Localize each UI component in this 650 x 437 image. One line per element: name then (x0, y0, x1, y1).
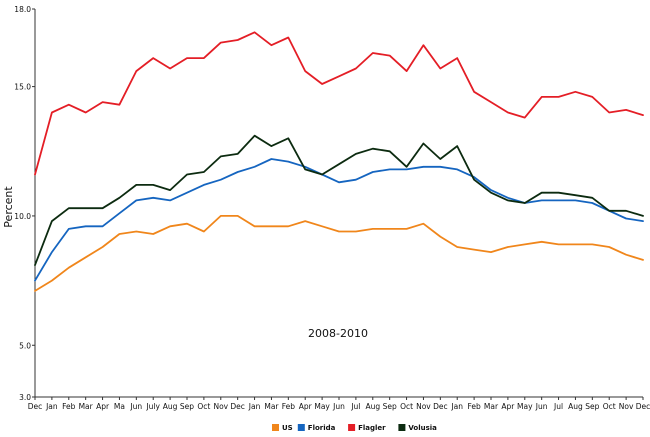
series-line-flagler (34, 31, 644, 176)
x-tick-label: Ma (114, 402, 125, 411)
x-tick-label: Apr (299, 402, 313, 411)
x-tick-label: Nov (619, 402, 634, 411)
legend-swatch-florida (297, 424, 305, 431)
x-tick-label: May (517, 402, 533, 411)
legend-label-florida: Florida (308, 424, 336, 432)
x-tick-label: Jan (450, 402, 463, 411)
x-tick-label: Jan (45, 402, 58, 411)
series-line-us (34, 214, 644, 292)
x-tick-label: Nov (213, 402, 228, 411)
series-lines (34, 31, 644, 292)
x-tick-label: Mar (264, 402, 279, 411)
x-tick-label: Feb (467, 402, 481, 411)
x-tick-label: Dec (230, 402, 245, 411)
x-tick-label: Jul (553, 402, 563, 411)
x-tick-label: Apr (96, 402, 110, 411)
series-line-florida (34, 158, 644, 282)
x-tick-label: May (314, 402, 330, 411)
legend: US Florida Flagler Volusia (272, 424, 437, 432)
x-tick-label: Feb (282, 402, 296, 411)
x-tick-label: Sep (585, 402, 599, 411)
y-axis-title: Percent (2, 186, 15, 228)
x-tick-label: Apr (501, 402, 515, 411)
x-tick-label: Oct (603, 402, 616, 411)
legend-label-volusia: Volusia (408, 424, 437, 432)
y-tick-label: 5.0 (19, 341, 31, 350)
x-tick-label: Jul (350, 402, 360, 411)
x-tick-label: Jun (535, 402, 548, 411)
x-tick-label: Oct (197, 402, 210, 411)
x-tick-label: Feb (62, 402, 76, 411)
y-tick-label: 15.0 (14, 83, 31, 92)
x-tick-label: July (145, 402, 160, 411)
legend-swatch-flagler (348, 424, 356, 431)
x-tick-label: Dec (636, 402, 650, 411)
x-axis-title: 2008-2010 (308, 327, 368, 340)
x-tick-label: Sep (383, 402, 397, 411)
x-tick-label: Jan (248, 402, 261, 411)
legend-swatch-volusia (398, 424, 406, 431)
x-tick-label: Aug (568, 402, 583, 411)
x-tick-label: Oct (400, 402, 413, 411)
x-tick-label: Aug (365, 402, 380, 411)
x-tick-label: Nov (416, 402, 431, 411)
x-tick-label: Jun (332, 402, 345, 411)
x-tick-label: Dec (28, 402, 43, 411)
legend-label-flagler: Flagler (358, 424, 386, 432)
x-tick-label: Dec (433, 402, 448, 411)
x-tick-label: Mar (484, 402, 499, 411)
series-line-volusia (34, 134, 644, 267)
y-tick-label: 18.0 (14, 5, 31, 14)
x-tick-label: Mar (79, 402, 94, 411)
x-tick-label: Aug (163, 402, 178, 411)
legend-label-us: US (282, 424, 293, 432)
x-tick-label: Sep (180, 402, 194, 411)
legend-swatch-us (272, 424, 279, 431)
x-axis-ticks: Dec Jan Feb Mar Apr Ma Jun July Aug Sep Oct Nov Dec J… (28, 397, 650, 411)
y-axis-ticks: 18.0 15.0 10.0 5.0 3.0 (14, 5, 35, 402)
x-tick-label: Jun (129, 402, 142, 411)
y-tick-label: 3.0 (19, 393, 31, 402)
y-tick-label: 10.0 (14, 212, 31, 221)
